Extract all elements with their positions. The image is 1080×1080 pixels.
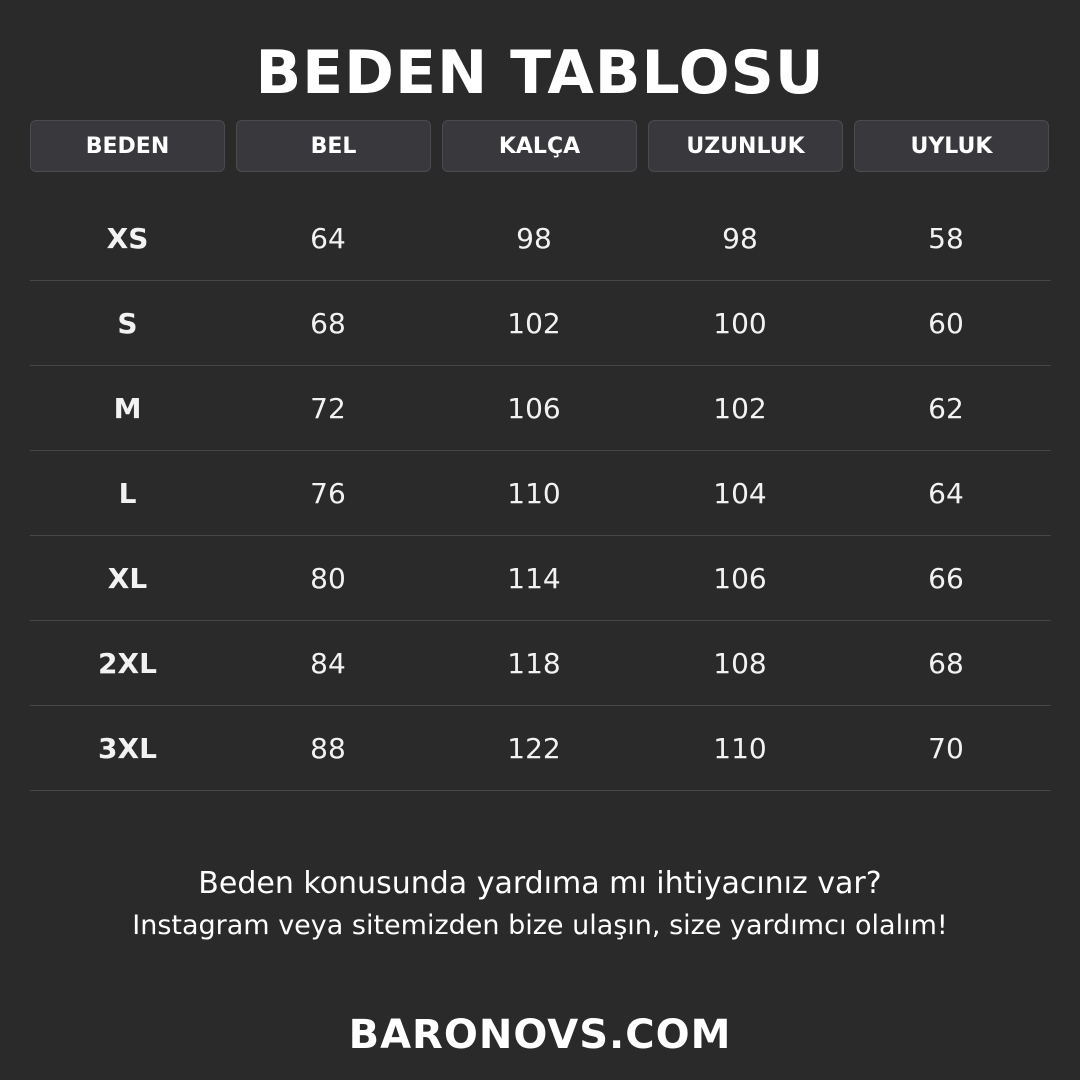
column-header-uyluk: UYLUK xyxy=(854,120,1049,172)
measurement-cell: 118 xyxy=(507,646,561,680)
table-row: L 76 110 104 64 xyxy=(30,451,1051,536)
help-text-line2: Instagram veya sitemizden bize ulaşın, s… xyxy=(132,910,948,941)
measurement-cell: 110 xyxy=(507,476,561,510)
column-header-kalça: KALÇA xyxy=(442,120,637,172)
measurement-cell: 72 xyxy=(310,391,346,425)
help-text-line1: Beden konusunda yardıma mı ihtiyacınız v… xyxy=(198,866,882,901)
measurement-cell: 58 xyxy=(928,221,964,255)
column-header-bel: BEL xyxy=(236,120,431,172)
measurement-cell: 64 xyxy=(928,476,964,510)
table-row: 2XL 84 118 108 68 xyxy=(30,621,1051,706)
measurement-cell: 80 xyxy=(310,561,346,595)
measurement-cell: 100 xyxy=(713,306,767,340)
measurement-cell: 68 xyxy=(928,646,964,680)
measurement-cell: 76 xyxy=(310,476,346,510)
size-label: 3XL xyxy=(98,731,157,765)
page-title: BEDEN TABLOSU xyxy=(255,38,825,108)
measurement-cell: 106 xyxy=(713,561,767,595)
table-row: XL 80 114 106 66 xyxy=(30,536,1051,621)
measurement-cell: 114 xyxy=(507,561,561,595)
measurement-cell: 102 xyxy=(507,306,561,340)
measurement-cell: 106 xyxy=(507,391,561,425)
measurement-cell: 64 xyxy=(310,221,346,255)
measurement-cell: 98 xyxy=(722,221,758,255)
size-label: XS xyxy=(106,221,149,255)
size-label: M xyxy=(113,391,142,425)
measurement-cell: 122 xyxy=(507,731,561,765)
table-row: 3XL 88 122 110 70 xyxy=(30,706,1051,791)
measurement-cell: 70 xyxy=(928,731,964,765)
measurement-cell: 110 xyxy=(713,731,767,765)
measurement-cell: 104 xyxy=(713,476,767,510)
measurement-cell: 84 xyxy=(310,646,346,680)
table-row: M 72 106 102 62 xyxy=(30,366,1051,451)
measurement-cell: 68 xyxy=(310,306,346,340)
measurement-cell: 102 xyxy=(713,391,767,425)
size-label: S xyxy=(117,306,138,340)
size-label: L xyxy=(118,476,137,510)
size-table: XS 64 98 98 58 S 68 102 100 60 M 72 106 102 62 L 76 110 10… xyxy=(30,196,1051,791)
size-label: XL xyxy=(107,561,148,595)
measurement-cell: 60 xyxy=(928,306,964,340)
measurement-cell: 88 xyxy=(310,731,346,765)
size-label: 2XL xyxy=(98,646,157,680)
column-header-beden: BEDEN xyxy=(30,120,225,172)
table-row: S 68 102 100 60 xyxy=(30,281,1051,366)
measurement-cell: 62 xyxy=(928,391,964,425)
measurement-cell: 108 xyxy=(713,646,767,680)
measurement-cell: 66 xyxy=(928,561,964,595)
measurement-cell: 98 xyxy=(516,221,552,255)
brand-website: BARONOVS.COM xyxy=(348,1012,732,1058)
table-header: BEDEN BEL KALÇA UZUNLUK UYLUK xyxy=(30,120,1049,172)
table-row: XS 64 98 98 58 xyxy=(30,196,1051,281)
column-header-uzunluk: UZUNLUK xyxy=(648,120,843,172)
